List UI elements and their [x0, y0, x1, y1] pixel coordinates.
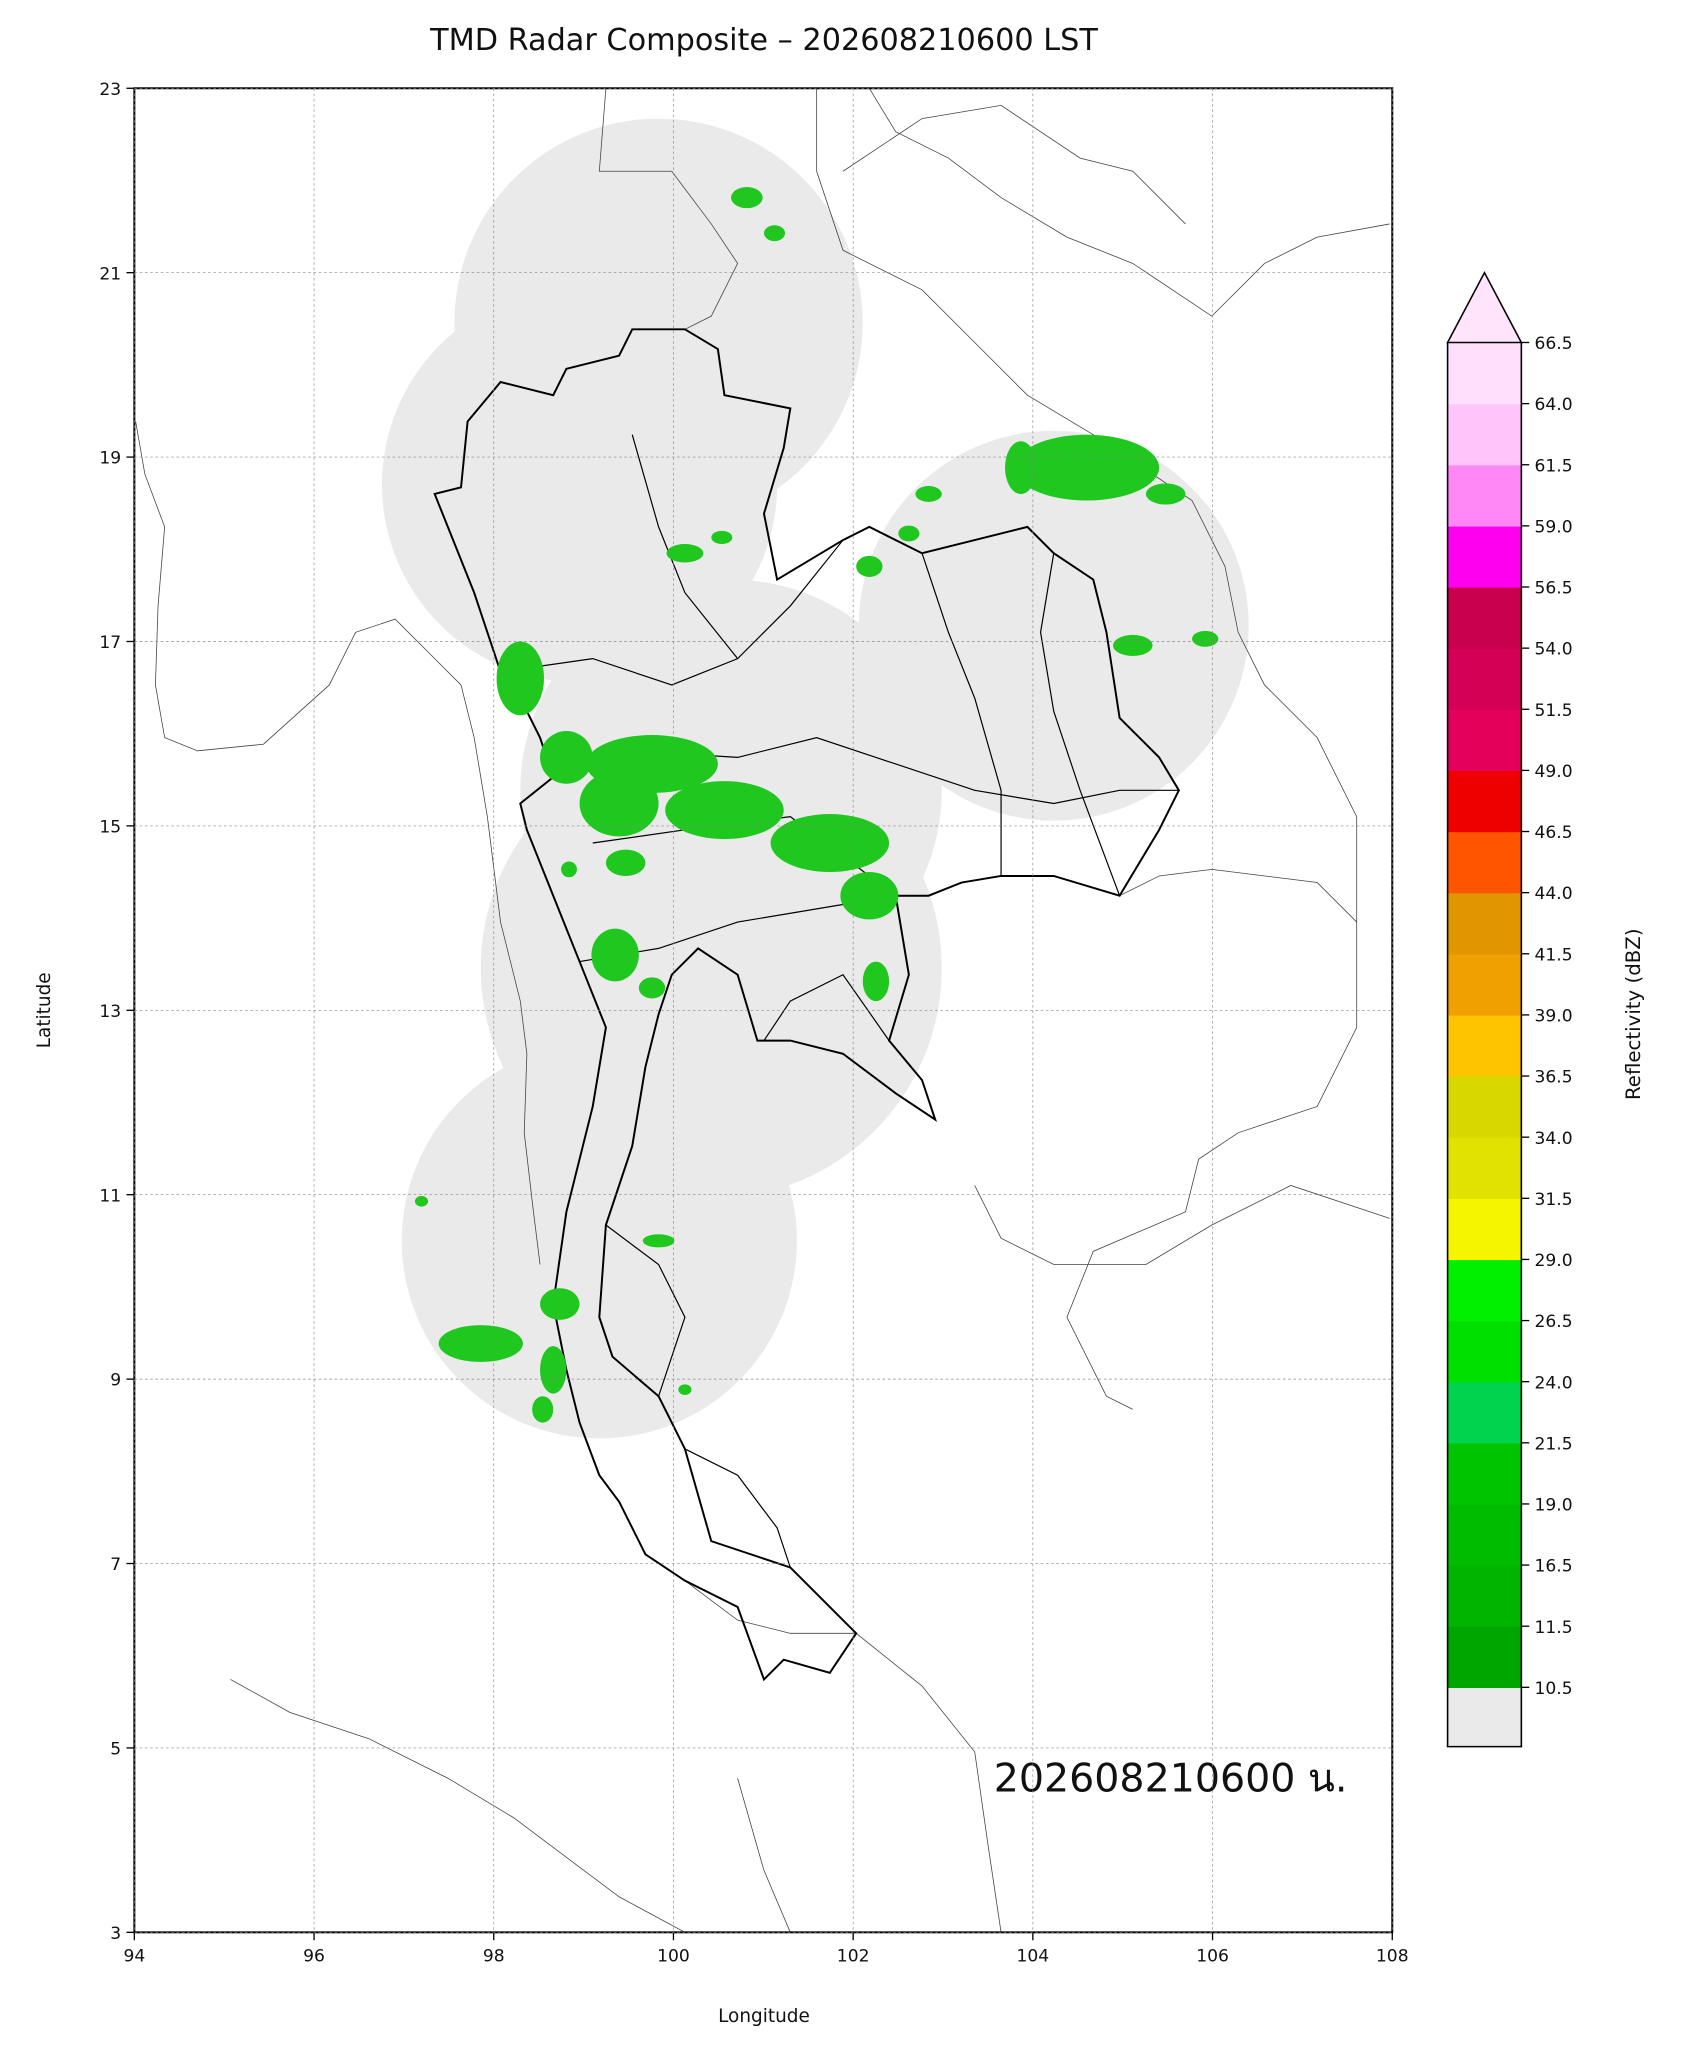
y-tick-label: 5	[110, 1740, 121, 1760]
colorbar-tick-label: 56.5	[1535, 579, 1573, 599]
colorbar-band	[1447, 525, 1522, 588]
colorbar-tick-label: 61.5	[1535, 456, 1573, 476]
colorbar-band	[1447, 770, 1522, 833]
map-layer	[135, 88, 1390, 1933]
colorbar-band	[1447, 1076, 1522, 1138]
y-tick-label: 7	[110, 1555, 121, 1575]
colorbar-tick-label: 26.5	[1535, 1312, 1573, 1332]
colorbar-band	[1447, 342, 1522, 405]
colorbar-tick-label: 21.5	[1535, 1434, 1573, 1454]
y-tick-label: 21	[99, 264, 121, 284]
colorbar-tick-label: 44.0	[1535, 884, 1573, 904]
colorbar-tick-label: 36.5	[1535, 1068, 1573, 1088]
colorbar-band	[1447, 1381, 1522, 1444]
chart-title: TMD Radar Composite – 202608210600 LST	[429, 23, 1098, 58]
colorbar-frame	[1446, 342, 1523, 1748]
colorbar-tick-label: 19.0	[1535, 1496, 1573, 1516]
colorbar-band	[1447, 403, 1522, 466]
colorbar-under	[1447, 1687, 1522, 1747]
y-tick-label: 11	[99, 1186, 121, 1206]
colorbar-tick-label: 16.5	[1535, 1557, 1573, 1577]
colorbar-tick-label: 39.0	[1535, 1006, 1573, 1026]
province-borders	[500, 434, 1179, 1568]
colorbar-extend	[1446, 270, 1523, 344]
colorbar-band	[1447, 1503, 1522, 1566]
y-tick-label: 17	[99, 633, 121, 653]
colorbar-tick-label: 54.0	[1535, 640, 1573, 660]
colorbar-tick-label: 41.5	[1535, 945, 1573, 965]
colorbar-tick-label: 49.0	[1535, 762, 1573, 782]
colorbar-tick-label: 34.0	[1535, 1129, 1573, 1149]
colorbar-band	[1447, 892, 1522, 955]
colorbar-band	[1447, 831, 1522, 894]
neighbour-borders	[135, 88, 1390, 1933]
colorbar-tick-label: 31.5	[1535, 1190, 1573, 1210]
x-tick-label: 106	[1196, 1946, 1229, 1966]
colorbar-band	[1447, 464, 1522, 527]
x-tick-label: 108	[1376, 1946, 1409, 1966]
colorbar-band	[1447, 587, 1522, 649]
y-tick-label: 9	[110, 1371, 121, 1391]
colorbar-band	[1447, 1259, 1522, 1322]
x-tick-label: 100	[657, 1946, 690, 1966]
colorbar-tick-label: 11.5	[1535, 1618, 1573, 1638]
colorbar-band	[1447, 1014, 1522, 1077]
colorbar-tick-label: 29.0	[1535, 1251, 1573, 1271]
x-tick-label: 96	[303, 1946, 325, 1966]
y-tick-label: 19	[99, 449, 121, 469]
y-axis-label: Latitude	[34, 972, 55, 1048]
colorbar-band	[1447, 648, 1522, 710]
x-tick-label: 102	[837, 1946, 870, 1966]
map-annotation: 202608210600 น.	[994, 1755, 1348, 1801]
x-tick-label: 98	[483, 1946, 505, 1966]
y-tick-label: 15	[99, 817, 121, 837]
colorbar-band	[1447, 1442, 1522, 1505]
colorbar-tick-label: 51.5	[1535, 701, 1573, 721]
colorbar-band	[1447, 1320, 1522, 1383]
colorbar-tick-label: 46.5	[1535, 823, 1573, 843]
x-tick-label: 104	[1017, 1946, 1050, 1966]
x-tick-label: 94	[123, 1946, 145, 1966]
x-axis-label: Longitude	[718, 2006, 810, 2027]
radar-echoes	[414, 187, 1219, 1423]
colorbar-tick-label: 10.5	[1535, 1679, 1573, 1699]
colorbar-band	[1447, 1626, 1522, 1688]
y-tick-label: 3	[110, 1924, 121, 1944]
y-tick-label: 23	[99, 80, 121, 100]
colorbar-band	[1447, 1137, 1522, 1199]
colorbar-band	[1447, 953, 1522, 1016]
colorbar-band	[1447, 709, 1522, 772]
colorbar-band	[1447, 1565, 1522, 1627]
colorbar-tick-label: 64.0	[1535, 395, 1573, 415]
colorbar-tick-label: 24.0	[1535, 1373, 1573, 1393]
colorbar-label: Reflectivity (dBZ)	[1622, 928, 1645, 1100]
colorbar-tick-label: 66.5	[1535, 334, 1573, 354]
thailand-border	[433, 328, 1181, 1682]
colorbar-band	[1447, 1198, 1522, 1261]
y-tick-label: 13	[99, 1002, 121, 1022]
colorbar-tick-label: 59.0	[1535, 517, 1573, 537]
